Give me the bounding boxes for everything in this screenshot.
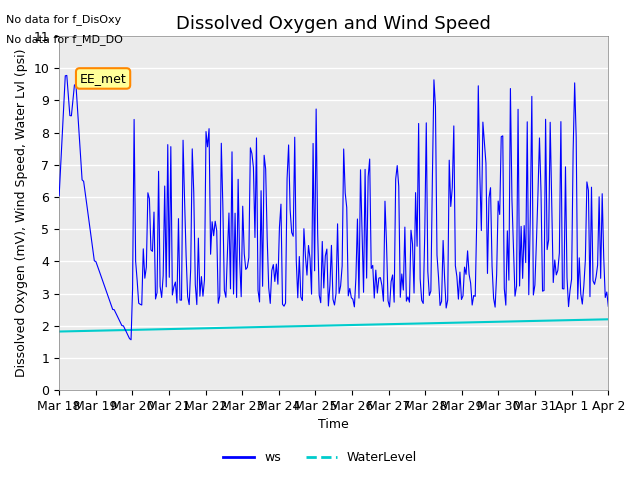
Y-axis label: Dissolved Oxygen (mV), Wind Speed, Water Lvl (psi): Dissolved Oxygen (mV), Wind Speed, Water… <box>15 49 28 377</box>
Text: No data for f_DisOxy: No data for f_DisOxy <box>6 14 122 25</box>
X-axis label: Time: Time <box>318 419 349 432</box>
Text: No data for f_MD_DO: No data for f_MD_DO <box>6 34 124 45</box>
Text: EE_met: EE_met <box>80 72 127 85</box>
Legend: ws, WaterLevel: ws, WaterLevel <box>218 446 422 469</box>
Title: Dissolved Oxygen and Wind Speed: Dissolved Oxygen and Wind Speed <box>176 15 491 33</box>
